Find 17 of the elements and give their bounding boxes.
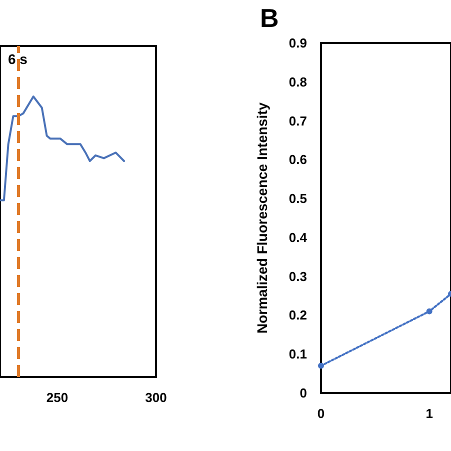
y-axis-title: Normalized Fluorescence Intensity [254, 102, 270, 334]
text: 6 s [8, 51, 28, 67]
x-tick-label: 300 [145, 390, 167, 405]
x-tick-label: 250 [46, 390, 68, 405]
chart-title: B [260, 3, 279, 33]
y-tick-label: 0.5 [288, 191, 307, 206]
y-tick-label: 0.1 [288, 346, 307, 362]
y-tick-label: 0.6 [288, 152, 307, 168]
point [426, 308, 432, 314]
y-tick-label: 0.2 [288, 308, 307, 323]
y-tick-label: 0.8 [288, 74, 307, 90]
y-tick-label: 0.4 [288, 230, 308, 245]
point [318, 362, 324, 369]
y-tick-label: 0.3 [288, 268, 307, 284]
y-tick-label: 0.7 [288, 113, 307, 128]
x-tick-label: 1 [426, 406, 433, 421]
y-tick-label: 0.9 [288, 36, 307, 50]
